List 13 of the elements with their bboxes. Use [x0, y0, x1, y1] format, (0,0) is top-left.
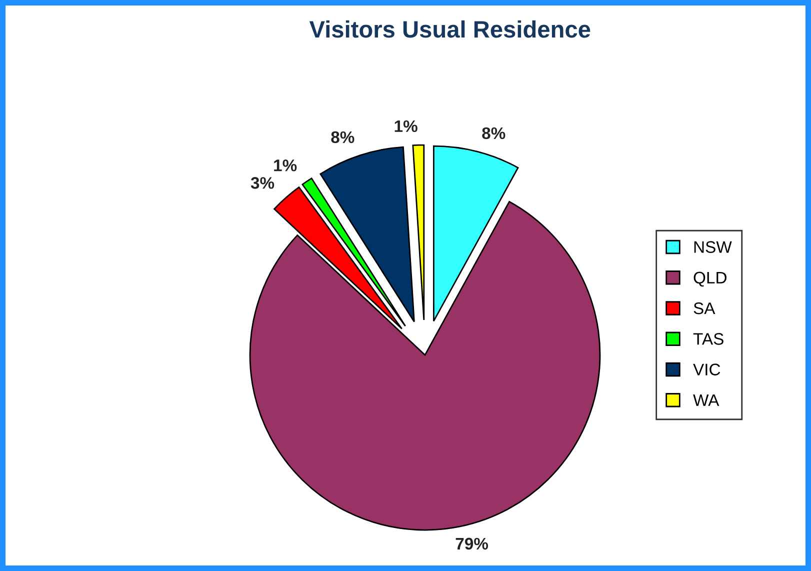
data-label: 79% [456, 538, 488, 550]
data-label: 8% [331, 131, 354, 144]
legend-label: QLD [694, 272, 726, 287]
legend-label: TAS [693, 333, 724, 345]
data-label: 3% [250, 177, 274, 189]
legend-label: VIC [693, 364, 720, 376]
legend-label: WA [693, 394, 720, 406]
legend-label: SA [694, 302, 716, 314]
data-label: 8% [482, 127, 506, 140]
data-label: 1% [274, 160, 297, 172]
data-label: 1% [394, 120, 418, 132]
legend-label: NSW [694, 241, 732, 253]
chart-title: Visitors Usual Residence [309, 20, 590, 38]
